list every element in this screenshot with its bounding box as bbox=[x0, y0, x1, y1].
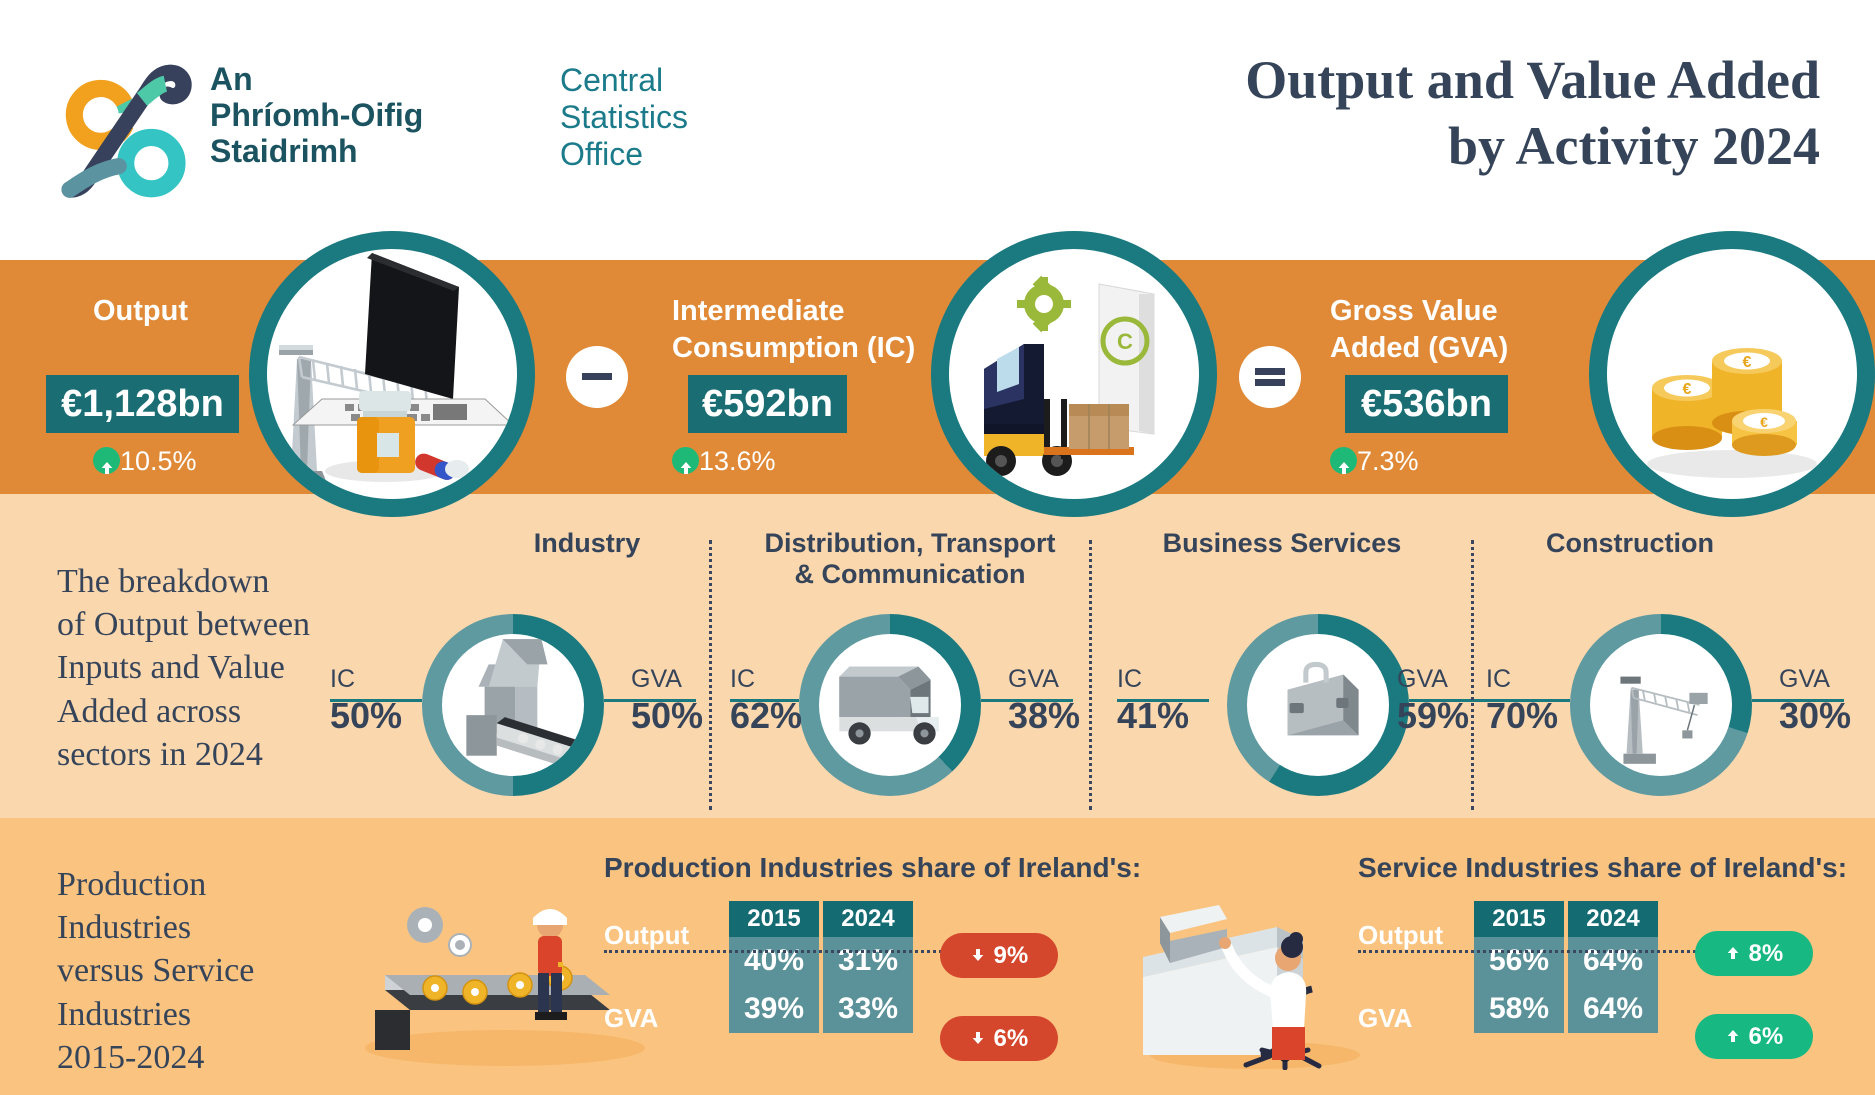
svg-text:C: C bbox=[1117, 329, 1133, 354]
svg-text:€: € bbox=[1683, 381, 1692, 398]
svg-text:€: € bbox=[1760, 414, 1768, 430]
svg-text:€: € bbox=[1743, 354, 1752, 371]
